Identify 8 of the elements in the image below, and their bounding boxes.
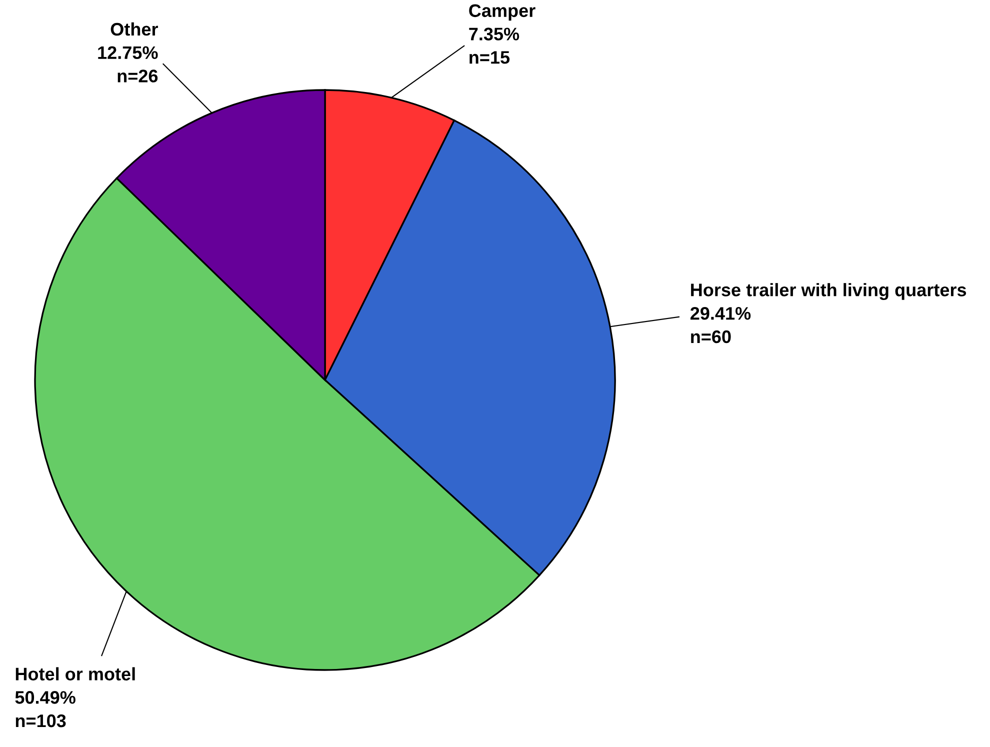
- data-label: 12.75% n=26: [98, 46, 158, 82]
- slice-label: Hotel or motel: [16, 667, 135, 680]
- slice-label: Horse trailer with living quarters: [691, 283, 966, 300]
- slice-label: Camper: [469, 4, 536, 21]
- data-label: 7.35% n=15: [469, 28, 520, 64]
- data-label: 50.49% n=103: [15, 691, 76, 728]
- slice-label: Other: [110, 22, 158, 36]
- data-label: 29.41% n=60: [690, 307, 751, 344]
